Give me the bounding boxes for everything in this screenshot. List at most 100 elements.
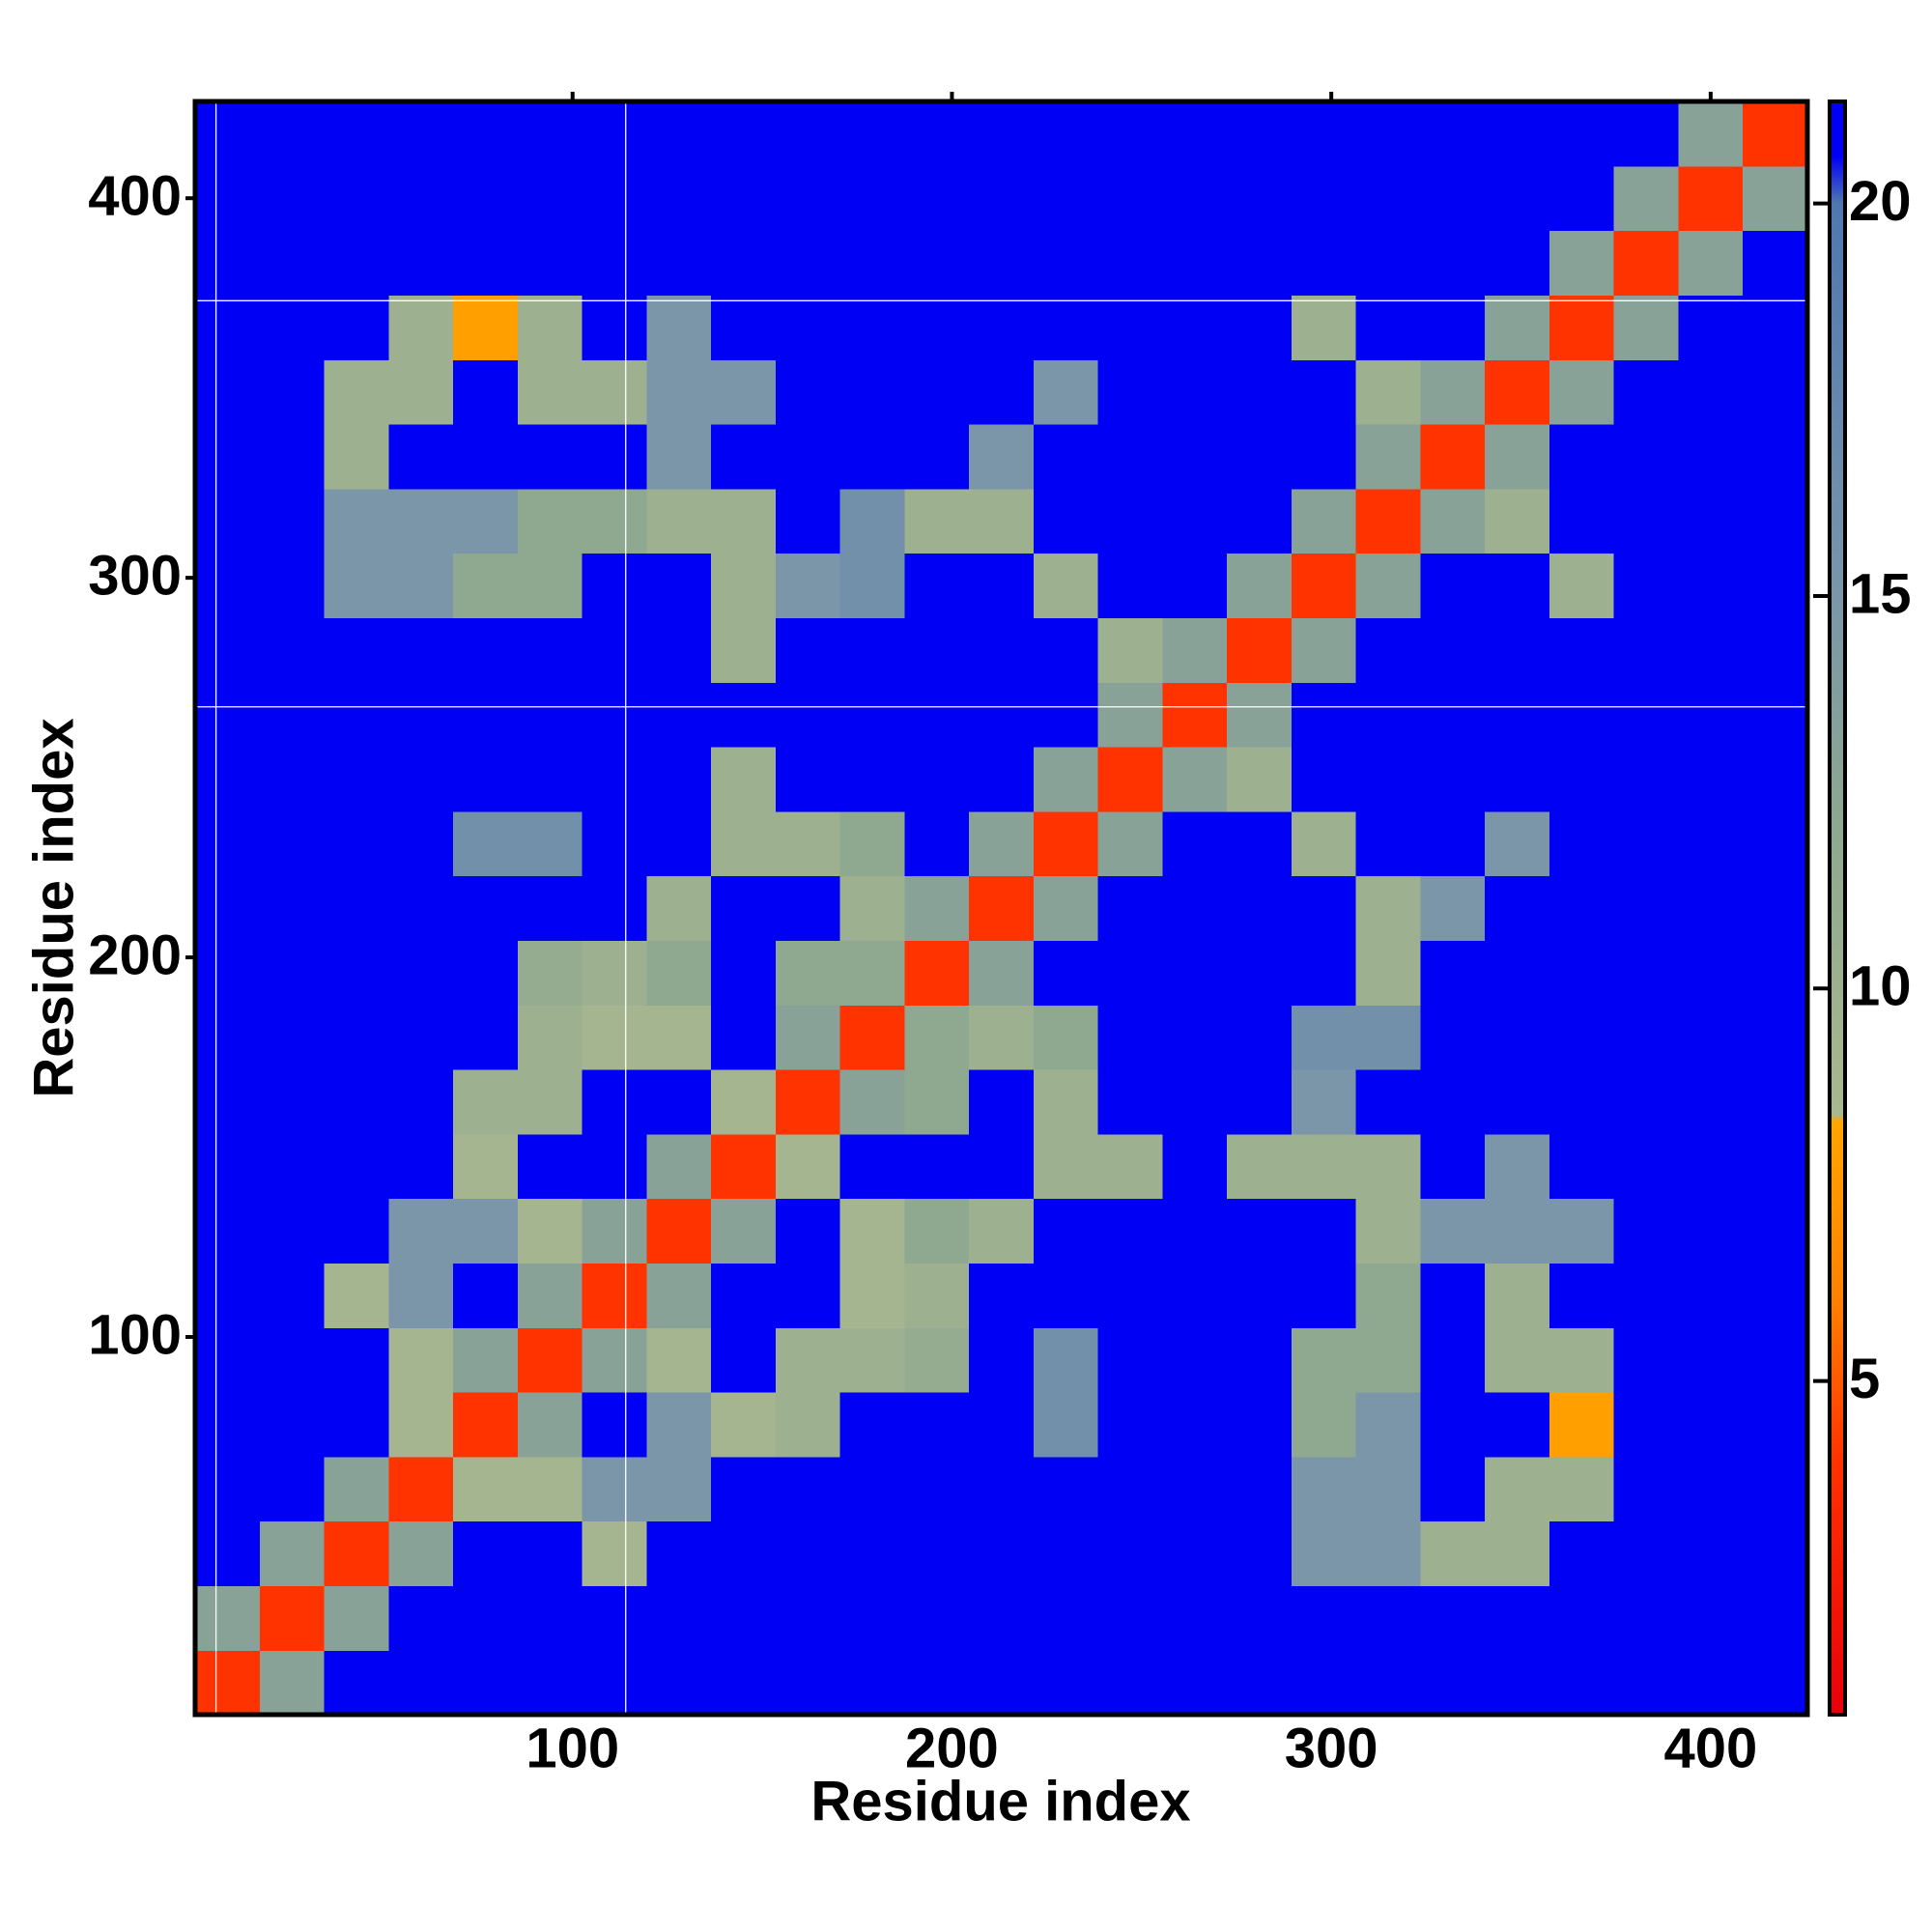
heatmap-cell (1548, 1392, 1615, 1458)
heatmap-cell (969, 1005, 1035, 1070)
heatmap-cell (1291, 230, 1357, 296)
heatmap-cell (1678, 1520, 1744, 1586)
heatmap-cell (1291, 488, 1357, 554)
heatmap-cell (1548, 1456, 1615, 1522)
heatmap-cell (453, 1133, 519, 1200)
heatmap-cell (839, 359, 905, 425)
heatmap-cell (1485, 1198, 1550, 1264)
heatmap-cell (1420, 1005, 1486, 1070)
heatmap-cell (517, 1005, 583, 1070)
heatmap-cell (1420, 1198, 1486, 1264)
heatmap-cell (1097, 810, 1163, 877)
heatmap-cell (904, 1133, 970, 1200)
heatmap-cell (1033, 359, 1099, 425)
heatmap-cell (1420, 940, 1486, 1006)
heatmap (195, 101, 1808, 1716)
heatmap-cell (1743, 875, 1808, 941)
heatmap-cell (1227, 747, 1293, 812)
heatmap-cell (259, 1005, 326, 1070)
heatmap-cell (195, 1198, 261, 1264)
heatmap-cell (1291, 1456, 1357, 1522)
heatmap-cell (1678, 1456, 1744, 1522)
heatmap-cell (1678, 875, 1744, 941)
heatmap-cell (453, 359, 519, 425)
heatmap-cell (1613, 1650, 1680, 1716)
heatmap-cell (1162, 1069, 1228, 1135)
heatmap-cell (453, 1650, 519, 1716)
heatmap-cell (904, 875, 970, 941)
heatmap-cell (1162, 1005, 1228, 1070)
heatmap-cell (517, 1650, 583, 1716)
heatmap-cell (1678, 424, 1744, 490)
heatmap-cell (1743, 940, 1808, 1006)
heatmap-cell (711, 101, 777, 167)
heatmap-cell (388, 424, 454, 490)
heatmap-cell (195, 230, 261, 296)
heatmap-cell (517, 875, 583, 941)
heatmap-cell (259, 553, 326, 618)
heatmap-cell (969, 1263, 1035, 1328)
heatmap-cell (904, 1650, 970, 1716)
heatmap-cell (1033, 875, 1099, 941)
heatmap-cell (1033, 101, 1099, 167)
heatmap-cell (1227, 1650, 1293, 1716)
heatmap-cell (1227, 682, 1293, 748)
heatmap-cell (1613, 359, 1680, 425)
heatmap-cell (1485, 810, 1550, 877)
heatmap-cell (1548, 1198, 1615, 1264)
heatmap-cell (1355, 1198, 1422, 1264)
heatmap-cell (388, 1069, 454, 1135)
heatmap-cell (1227, 101, 1293, 167)
heatmap-cell (1291, 875, 1357, 941)
heatmap-cell (1743, 1198, 1808, 1264)
heatmap-cell (904, 295, 970, 360)
heatmap-cell (324, 165, 389, 232)
heatmap-cell (1420, 682, 1486, 748)
heatmap-cell (324, 1456, 389, 1522)
heatmap-cell (195, 1520, 261, 1586)
heatmap-cell (646, 940, 712, 1006)
heatmap-cell (646, 165, 712, 232)
heatmap-cell (1485, 1650, 1550, 1716)
heatmap-cell (1162, 1650, 1228, 1716)
heatmap-cell (1548, 1520, 1615, 1586)
heatmap-cell (1420, 1456, 1486, 1522)
heatmap-cell (195, 1456, 261, 1522)
heatmap-cell (1548, 810, 1615, 877)
heatmap-cell (775, 1520, 841, 1586)
heatmap-cell (259, 295, 326, 360)
heatmap-cell (1355, 875, 1422, 941)
heatmap-cell (1033, 1198, 1099, 1264)
heatmap-cell (517, 1263, 583, 1328)
heatmap-cell (1355, 424, 1422, 490)
heatmap-cell (1678, 940, 1744, 1006)
heatmap-cell (1033, 488, 1099, 554)
heatmap-cell (904, 1198, 970, 1264)
heatmap-cell (904, 1392, 970, 1458)
heatmap-cell (1355, 1650, 1422, 1716)
heatmap-cell (775, 1650, 841, 1716)
heatmap-cell (1227, 1133, 1293, 1200)
heatmap-cell (1548, 1263, 1615, 1328)
heatmap-cell (1678, 1585, 1744, 1651)
heatmap-cell (453, 488, 519, 554)
x-tick-label: 100 (526, 1717, 619, 1779)
heatmap-cell (517, 295, 583, 360)
heatmap-cell (711, 810, 777, 877)
heatmap-cell (1097, 295, 1163, 360)
heatmap-cell (1485, 617, 1550, 683)
heatmap-cell (1485, 359, 1550, 425)
heatmap-cell (775, 1392, 841, 1458)
heatmap-cell (775, 682, 841, 748)
heatmap-cell (1227, 488, 1293, 554)
heatmap-cell (388, 295, 454, 360)
heatmap-cell (1291, 165, 1357, 232)
heatmap-cell (711, 1263, 777, 1328)
heatmap-cell (1355, 101, 1422, 167)
heatmap-cell (1097, 230, 1163, 296)
heatmap-cell (195, 875, 261, 941)
heatmap-cell (1355, 295, 1422, 360)
heatmap-cell (1162, 1327, 1228, 1393)
heatmap-cell (1678, 488, 1744, 554)
heatmap-cell (711, 1650, 777, 1716)
